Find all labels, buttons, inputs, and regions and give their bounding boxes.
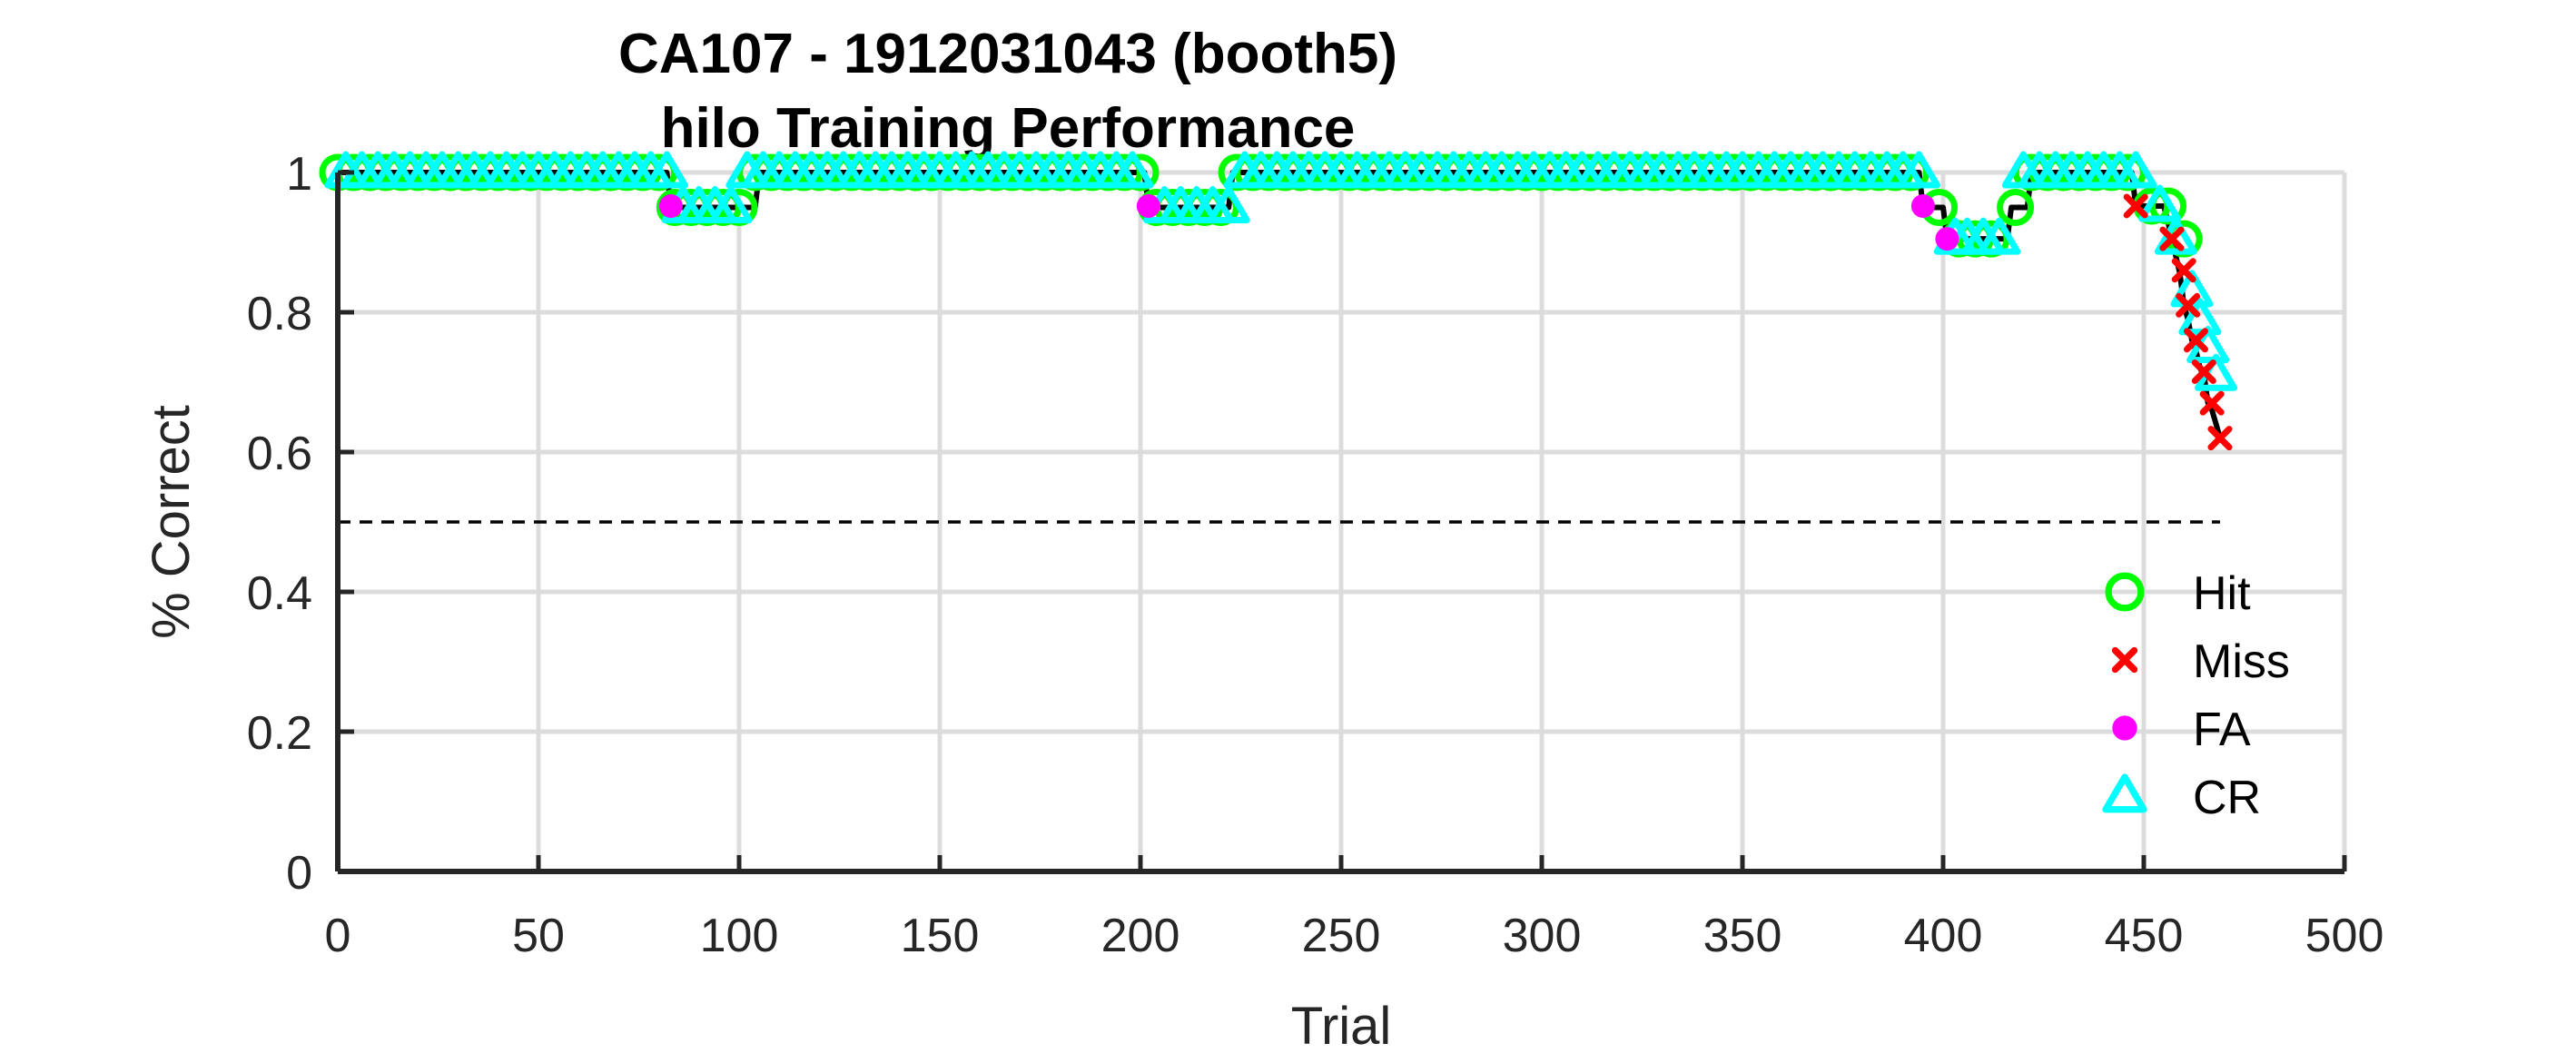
x-tick-label: 150 [901, 910, 980, 962]
chart-subtitle: hilo Training Performance [661, 97, 1356, 160]
data-point-cr [2138, 184, 2182, 222]
data-point-miss [2207, 426, 2233, 451]
legend-marker-miss [2111, 646, 2138, 674]
y-tick-label: 0.6 [247, 428, 312, 480]
data-point-miss [2183, 328, 2208, 353]
data-point-cr [1897, 151, 1940, 189]
axes [335, 170, 2347, 874]
x-tick-label: 400 [1904, 910, 1983, 962]
legend-marker-hit [2105, 572, 2145, 612]
data-point-fa [1935, 227, 1959, 251]
data-point-miss [2159, 226, 2185, 251]
data-point-fa [1910, 193, 1935, 218]
x-axis-label: Trial [1291, 997, 1392, 1056]
tick-labels: 0 50 100 150 200 250 300 350 400 450 500 0 0.2 0.4 0.6… [247, 148, 2384, 962]
x-tick-label: 450 [2105, 910, 2184, 962]
legend-label-hit: Hit [2193, 567, 2251, 620]
data-point-cr [2114, 151, 2157, 189]
legend-label-cr: CR [2193, 772, 2261, 824]
data-point-miss [2171, 258, 2196, 283]
data-point-cr [1110, 151, 1154, 189]
x-tick-label: 300 [1503, 910, 1582, 962]
grid [335, 170, 2347, 874]
legend-label-miss: Miss [2193, 635, 2290, 688]
y-tick-label: 0.8 [247, 288, 312, 340]
data-point-cr [1207, 186, 1250, 223]
data-point-hit [1997, 189, 2035, 226]
y-tick-label: 1 [286, 148, 312, 201]
legend-label-fa: FA [2193, 704, 2251, 756]
data-point-miss [2199, 390, 2225, 416]
data-point-miss [2191, 359, 2216, 384]
data-point-miss [2123, 193, 2148, 219]
data-point-cr [645, 151, 688, 189]
data-point-fa [658, 193, 683, 218]
data-point-cr [709, 186, 753, 223]
x-tick-label: 200 [1101, 910, 1180, 962]
data-point-fa [1136, 193, 1160, 218]
y-axis-label: % Correct [142, 405, 201, 639]
x-tick-label: 350 [1703, 910, 1782, 962]
chart-title: CA107 - 1912031043 (booth5) [618, 23, 1397, 85]
x-tick-label: 100 [700, 910, 779, 962]
y-tick-label: 0 [286, 847, 312, 900]
data-point-cr [1978, 217, 2021, 255]
y-tick-label: 0.4 [247, 567, 312, 620]
y-tick-label: 0.2 [247, 707, 312, 760]
x-tick-label: 500 [2305, 910, 2384, 962]
legend-marker-fa [2112, 715, 2137, 741]
x-tick-label: 50 [512, 910, 565, 962]
x-tick-label: 250 [1302, 910, 1381, 962]
legend-marker-cr [2102, 773, 2147, 813]
data-point-miss [2176, 292, 2201, 318]
legend: Hit Miss FA CR [2102, 567, 2290, 824]
x-tick-label: 0 [325, 910, 351, 962]
